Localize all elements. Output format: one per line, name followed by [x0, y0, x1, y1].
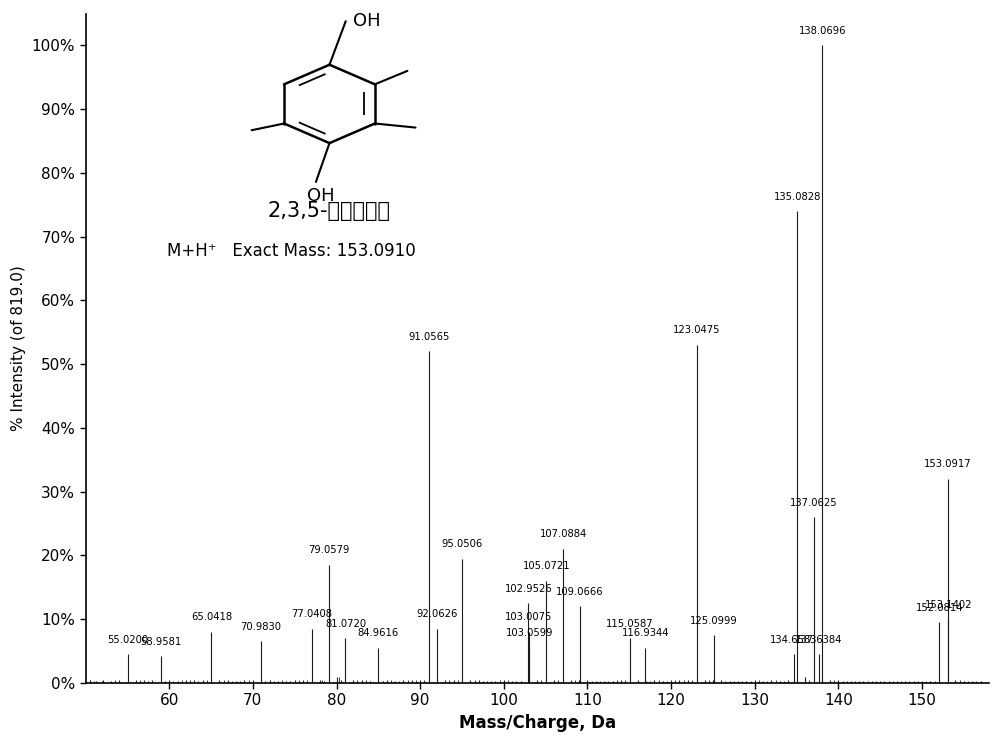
Text: 103.0599: 103.0599	[506, 629, 553, 638]
Text: 92.0626: 92.0626	[417, 609, 458, 619]
Text: 103.0075: 103.0075	[505, 612, 553, 623]
X-axis label: Mass/Charge, Da: Mass/Charge, Da	[459, 714, 616, 732]
Text: 65.0418: 65.0418	[191, 612, 232, 623]
Text: M+H⁺   Exact Mass: 153.0910: M+H⁺ Exact Mass: 153.0910	[167, 242, 416, 260]
Text: 58.9581: 58.9581	[140, 637, 181, 646]
Text: 91.0565: 91.0565	[408, 332, 450, 342]
Text: 84.9616: 84.9616	[357, 629, 399, 638]
Text: 152.0814: 152.0814	[916, 603, 963, 613]
Text: 134.6583: 134.6583	[770, 635, 817, 645]
Text: 137.6384: 137.6384	[795, 635, 842, 645]
Text: 123.0475: 123.0475	[673, 325, 720, 336]
Text: 55.0200: 55.0200	[107, 635, 148, 645]
Text: 137.0625: 137.0625	[790, 498, 838, 507]
Text: 138.0696: 138.0696	[798, 26, 846, 36]
Text: 70.9830: 70.9830	[241, 622, 282, 632]
Text: 77.0408: 77.0408	[291, 609, 332, 619]
Text: 153.1402: 153.1402	[924, 600, 972, 609]
Text: 125.0999: 125.0999	[690, 615, 738, 626]
Text: 115.0587: 115.0587	[606, 619, 654, 629]
Y-axis label: % Intensity (of 819.0): % Intensity (of 819.0)	[11, 265, 26, 431]
Text: 81.0720: 81.0720	[325, 619, 366, 629]
Text: 116.9344: 116.9344	[622, 629, 669, 638]
Text: 95.0506: 95.0506	[442, 539, 483, 549]
Text: 135.0828: 135.0828	[774, 192, 821, 201]
Text: 79.0579: 79.0579	[308, 545, 349, 556]
Text: 2,3,5-三甲基氢醒: 2,3,5-三甲基氢醒	[268, 201, 391, 221]
Text: 107.0884: 107.0884	[539, 530, 587, 539]
Text: OH: OH	[307, 187, 334, 205]
Text: 105.0721: 105.0721	[522, 562, 570, 571]
Text: OH: OH	[353, 12, 381, 30]
Text: 153.0917: 153.0917	[924, 459, 972, 470]
Text: 102.9526: 102.9526	[505, 584, 552, 594]
Text: 109.0666: 109.0666	[556, 587, 603, 597]
